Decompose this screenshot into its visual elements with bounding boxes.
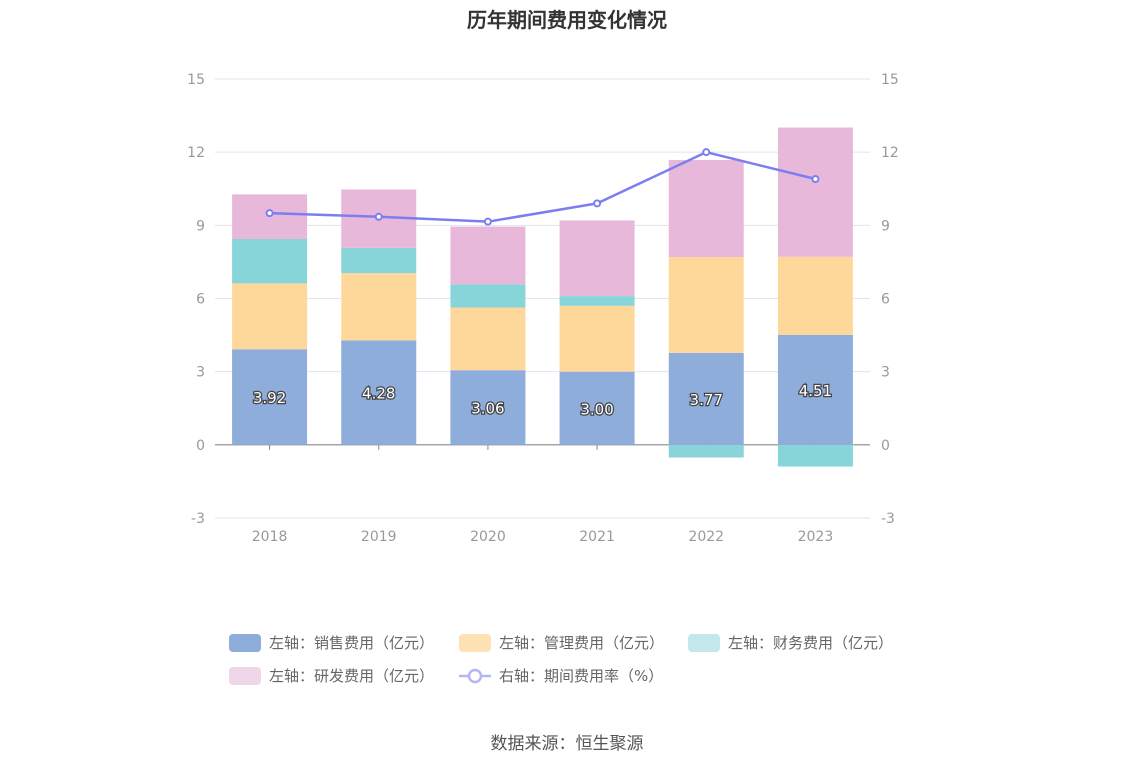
x-tick-label: 2018 [252, 529, 288, 545]
y-left-tick-label: 3 [196, 365, 205, 381]
bar-segment[interactable] [777, 444, 853, 467]
line-point[interactable] [702, 148, 711, 157]
y-left-tick-label: 12 [187, 145, 205, 161]
legend-marker [467, 668, 483, 684]
line-path [269, 150, 816, 223]
bar-segment[interactable] [777, 256, 853, 335]
rate-line [265, 148, 820, 226]
bar-segment[interactable] [232, 349, 308, 445]
bar-segment[interactable] [559, 296, 635, 306]
axes: -3 0 3 6 9 12 15 -3 0 3 6 9 12 15 2018 2019 2020 2021 2022… [187, 72, 899, 545]
x-tick-label: 2023 [798, 529, 834, 545]
x-tick-label: 2020 [470, 529, 506, 545]
bar-segment[interactable] [668, 444, 744, 458]
bar-segment[interactable] [341, 340, 417, 445]
legend-swatch [688, 634, 720, 652]
data-label: 3.77 [690, 391, 723, 409]
legend[interactable]: 左轴：销售费用（亿元） 左轴：管理费用（亿元） 左轴：财务费用（亿元） 左轴：研发费用… [229, 634, 893, 685]
grid-lines [215, 78, 870, 519]
bar-segment[interactable] [232, 283, 308, 350]
legend-label[interactable]: 左轴：财务费用（亿元） [728, 634, 893, 652]
y-right-tick-label: 12 [881, 145, 899, 161]
bar-segment[interactable] [777, 127, 853, 257]
legend-label[interactable]: 右轴：期间费用率（%） [499, 667, 663, 685]
line-point[interactable] [593, 199, 602, 208]
legend-label[interactable]: 左轴：管理费用（亿元） [499, 634, 664, 652]
bar-segment[interactable] [341, 247, 417, 274]
data-labels: 3.92 4.28 3.06 3.00 3.77 4.51 [252, 381, 834, 420]
bar-segment[interactable] [450, 307, 526, 371]
data-label: 4.51 [799, 382, 832, 400]
legend-swatch [229, 634, 261, 652]
x-tick-label: 2022 [688, 529, 724, 545]
bar-segment[interactable] [777, 334, 853, 445]
bar-segment[interactable] [450, 284, 526, 308]
chart-title: 历年期间费用变化情况 [467, 8, 667, 32]
y-right-tick-label: 3 [881, 365, 890, 381]
y-left-tick-label: 9 [196, 218, 205, 234]
bar-segment[interactable] [559, 220, 635, 297]
legend-label[interactable]: 左轴：销售费用（亿元） [269, 634, 434, 652]
x-tick-label: 2021 [579, 529, 615, 545]
data-label: 4.28 [362, 385, 395, 403]
line-point[interactable] [374, 212, 383, 221]
bar-segment[interactable] [668, 159, 744, 258]
bar-segment[interactable] [450, 370, 526, 445]
y-left-tick-label: 0 [196, 438, 205, 454]
data-label: 3.92 [253, 389, 286, 407]
y-left-tick-label: 15 [187, 72, 205, 88]
bar-segment[interactable] [450, 226, 526, 285]
line-point[interactable] [265, 209, 274, 218]
bars [232, 127, 853, 467]
y-right-tick-label: 15 [881, 72, 899, 88]
legend-label[interactable]: 左轴：研发费用（亿元） [269, 667, 434, 685]
bar-segment[interactable] [668, 352, 744, 445]
data-label: 3.06 [471, 400, 504, 418]
bar-segment[interactable] [559, 305, 635, 372]
bar-segment[interactable] [341, 273, 417, 341]
y-right-tick-label: 6 [881, 292, 890, 308]
bar-segment[interactable] [559, 371, 635, 445]
line-point[interactable] [811, 174, 820, 183]
source-note: 数据来源：恒生聚源 [490, 734, 644, 754]
legend-swatch [459, 634, 491, 652]
y-left-tick-label: 6 [196, 292, 205, 308]
data-label: 3.00 [580, 400, 613, 418]
bar-segment[interactable] [232, 238, 308, 284]
y-right-tick-label: -3 [881, 511, 895, 527]
y-left-tick-label: -3 [191, 511, 205, 527]
line-point[interactable] [483, 217, 492, 226]
legend-swatch [229, 667, 261, 685]
y-right-tick-label: 0 [881, 438, 890, 454]
bar-segment[interactable] [668, 257, 744, 353]
y-right-tick-label: 9 [881, 218, 890, 234]
x-tick-label: 2019 [361, 529, 397, 545]
